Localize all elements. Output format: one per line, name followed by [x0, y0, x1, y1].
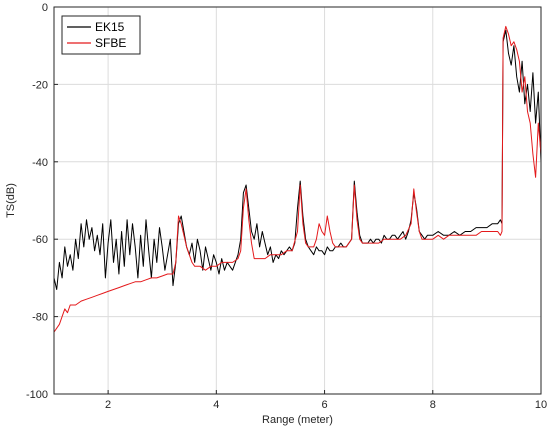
grid-lines: [54, 6, 542, 395]
legend-box: [61, 15, 141, 55]
plot-area: [54, 7, 541, 394]
y-axis-label: TS(dB): [5, 183, 17, 218]
series-line-ek15: [53, 29, 542, 290]
legend: EK15 SFBE: [61, 15, 141, 55]
tick-labels: 2 4 6 8 10 0 -20 -40 -60 -80 -100: [26, 2, 547, 411]
x-tick-label: 10: [535, 399, 547, 411]
x-tick-label: 8: [430, 399, 436, 411]
series-lines: [53, 25, 542, 333]
x-axis-label: Range (meter): [262, 414, 333, 426]
y-tick-label: -60: [32, 234, 48, 246]
x-tick-label: 6: [321, 399, 327, 411]
x-tick-label: 2: [105, 399, 111, 411]
y-tick-label: 0: [42, 2, 48, 14]
series-line-sfbe: [53, 25, 542, 333]
legend-label-sfbe: SFBE: [95, 36, 126, 50]
x-tick-label: 4: [213, 399, 219, 411]
y-tick-label: -20: [32, 79, 48, 91]
y-tick-label: -80: [32, 312, 48, 324]
y-tick-label: -100: [26, 389, 48, 401]
plot-frame: [53, 6, 542, 395]
legend-label-ek15: EK15: [95, 20, 125, 34]
y-tick-label: -40: [32, 157, 48, 169]
